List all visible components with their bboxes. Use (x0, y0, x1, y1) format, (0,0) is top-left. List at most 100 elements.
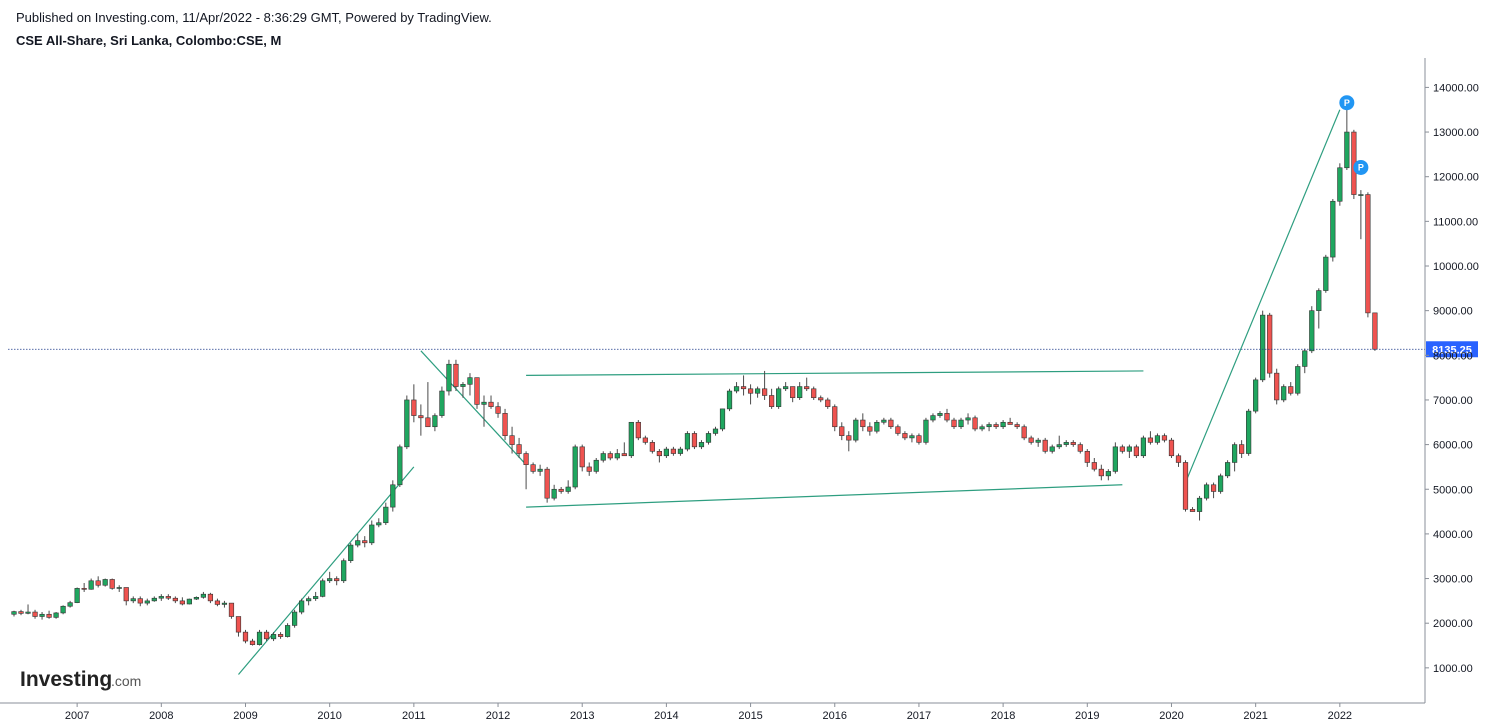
candle-body (1049, 446, 1055, 452)
candle-2008-04 (179, 597, 185, 606)
candle-body (453, 363, 459, 387)
candle-2014-12 (740, 375, 747, 396)
candle-2018-09 (1056, 435, 1062, 450)
candle-2007-03 (88, 578, 94, 590)
candle-body (256, 631, 263, 645)
logo-main-text: Investing (20, 668, 112, 691)
candle-body (1267, 314, 1273, 374)
candle-body (523, 453, 529, 465)
candle-2006-05 (18, 609, 24, 616)
candle-body (1098, 468, 1104, 477)
candle-2011-02 (418, 404, 424, 436)
candle-2008-03 (172, 596, 178, 604)
candle-2012-03 (509, 426, 515, 454)
candle-2018-10 (1063, 440, 1069, 447)
candle-2006-11 (60, 605, 66, 615)
candle-2020-10 (1232, 442, 1238, 472)
x-tick-label: 2014 (654, 710, 678, 722)
candle-2022-04 (1358, 190, 1364, 240)
candle-body (635, 421, 641, 439)
candle-body (558, 488, 564, 492)
candle-body (860, 419, 866, 428)
candle-body (614, 453, 620, 459)
candle-body (993, 424, 999, 428)
candle-body (186, 598, 192, 605)
candle-2009-02 (249, 638, 256, 646)
candle-2006-10 (53, 612, 59, 619)
candle-2011-05 (439, 386, 445, 418)
candle-body (228, 602, 235, 617)
candle-body (1182, 462, 1189, 510)
y-tick-label: 11000.00 (1433, 216, 1478, 228)
candle-body (1253, 379, 1259, 412)
candle-2021-12 (1330, 199, 1336, 262)
candle-2016-12 (909, 433, 915, 443)
candle-2010-05 (355, 533, 361, 548)
candle-body (705, 433, 712, 443)
candle-2009-03 (256, 629, 263, 646)
candle-body (881, 419, 887, 423)
published-header: Published on Investing.com, 11/Apr/2022 … (16, 10, 492, 25)
candle-body (418, 415, 424, 419)
candle-body (1084, 450, 1090, 463)
candle-2019-02 (1091, 457, 1097, 472)
candle-2021-03 (1267, 312, 1273, 378)
candle-2020-03 (1182, 460, 1189, 512)
candle-2020-04 (1189, 507, 1196, 512)
candle-2018-07 (1042, 437, 1048, 454)
candle-body (95, 580, 101, 586)
candle-body (151, 597, 157, 602)
candle-body (1091, 462, 1097, 470)
x-tick-label: 2022 (1328, 710, 1352, 722)
candle-2019-04 (1105, 469, 1111, 481)
candle-body (1189, 509, 1196, 512)
y-tick-label: 12000.00 (1433, 172, 1479, 184)
candle-body (270, 634, 277, 640)
symbol-title: CSE All-Share, Sri Lanka, Colombo:CSE, M (16, 33, 282, 48)
candle-2010-12 (404, 395, 410, 450)
candle-body (165, 596, 171, 599)
candle-body (446, 363, 452, 392)
candle-2008-08 (207, 592, 214, 604)
candle-body (313, 596, 319, 599)
candle-2011-11 (481, 395, 487, 427)
candle-body (1119, 446, 1125, 452)
candle-2015-01 (747, 384, 754, 405)
candle-2015-05 (776, 386, 782, 409)
candle-body (677, 448, 684, 454)
last-price-label-bg (1426, 341, 1478, 358)
candle-2021-01 (1253, 377, 1259, 414)
candle-body (179, 600, 185, 605)
candle-body (284, 625, 291, 637)
candle-2020-01 (1168, 437, 1175, 458)
candle-2016-09 (888, 417, 894, 429)
x-tick-label: 2013 (570, 710, 594, 722)
candle-2019-11 (1154, 433, 1161, 445)
candle-2010-11 (397, 444, 403, 488)
candle-2021-07 (1295, 364, 1301, 396)
candle-2007-08 (123, 587, 129, 606)
candle-body (565, 486, 571, 492)
badge-layer: PP (1339, 95, 1369, 175)
candle-2012-07 (537, 464, 543, 476)
candle-2016-08 (881, 417, 887, 425)
x-tick-label: 2020 (1159, 710, 1183, 722)
candle-2015-03 (762, 370, 768, 400)
candle-2013-08 (628, 421, 634, 458)
candle-2015-11 (818, 395, 824, 403)
candle-body (937, 413, 943, 416)
candle-2007-04 (95, 576, 101, 588)
candle-body (1126, 446, 1132, 452)
candle-2012-10 (558, 487, 564, 494)
candle-body (867, 426, 873, 432)
candle-body (1217, 475, 1224, 492)
candle-body (656, 450, 662, 457)
y-tick-label: 8000.00 (1433, 350, 1473, 362)
candle-body (832, 406, 838, 428)
candle-2019-12 (1161, 433, 1168, 443)
candle-2012-09 (551, 484, 557, 501)
candle-2020-02 (1175, 453, 1182, 467)
axes-layer: 1000.00 2000.00 3000.00 4000.00 5000.00 6000.… (0, 58, 1479, 722)
candle-body (600, 453, 606, 461)
